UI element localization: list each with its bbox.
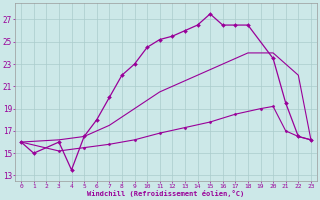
X-axis label: Windchill (Refroidissement éolien,°C): Windchill (Refroidissement éolien,°C)	[87, 190, 244, 197]
